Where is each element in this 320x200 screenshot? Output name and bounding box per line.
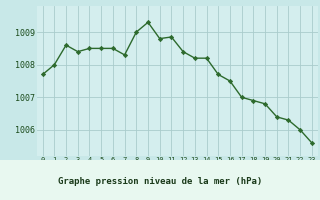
Text: Graphe pression niveau de la mer (hPa): Graphe pression niveau de la mer (hPa) — [58, 178, 262, 186]
